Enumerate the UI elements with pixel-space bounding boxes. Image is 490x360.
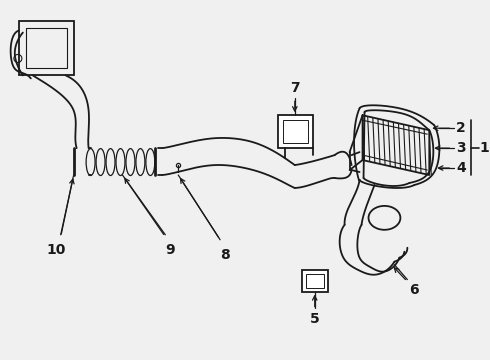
Text: 7: 7	[290, 81, 299, 95]
Bar	[302, 270, 328, 292]
Text: 9: 9	[166, 243, 175, 257]
Text: 10: 10	[46, 243, 66, 257]
Text: 6: 6	[410, 283, 419, 297]
Text: 4: 4	[456, 161, 466, 175]
Bar	[283, 120, 308, 143]
Text: 3: 3	[456, 141, 466, 155]
Text: 8: 8	[220, 248, 230, 262]
Text: 5: 5	[310, 312, 319, 327]
Bar	[306, 274, 324, 288]
Text: 2: 2	[456, 121, 466, 135]
Bar	[278, 115, 313, 148]
Bar	[19, 21, 74, 75]
Text: 1: 1	[479, 141, 489, 155]
Bar	[26, 28, 67, 68]
